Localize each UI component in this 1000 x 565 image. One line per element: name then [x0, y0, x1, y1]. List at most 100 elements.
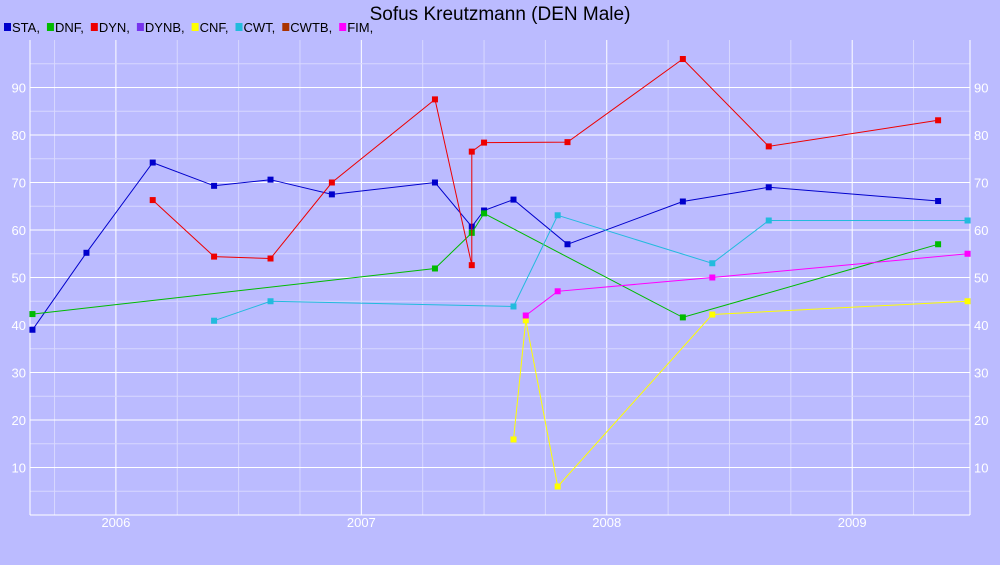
- data-point: [765, 143, 772, 150]
- y-tick-label-left: 50: [12, 271, 26, 286]
- data-point: [431, 179, 438, 186]
- x-tick-label: 2006: [101, 515, 130, 530]
- data-point: [679, 314, 686, 321]
- series-line: [32, 212, 939, 318]
- data-point: [765, 217, 772, 224]
- legend-swatch: [136, 23, 144, 31]
- series-sta: [29, 159, 942, 333]
- data-point: [554, 212, 561, 219]
- data-point: [29, 311, 36, 318]
- data-point: [935, 117, 942, 124]
- data-point: [709, 311, 716, 318]
- plot-area: 10 10 20 20 30 30 40 40 50 50 60 60 70 70 80 80 90 90 2006…: [12, 40, 989, 531]
- y-tick-label-right: 90: [974, 81, 988, 96]
- x-tick-label: 2007: [347, 515, 376, 530]
- data-point: [964, 298, 971, 305]
- y-tick-label-left: 60: [12, 223, 26, 238]
- series-cnf: [510, 298, 971, 490]
- legend-item: CNF,: [191, 20, 229, 35]
- data-point: [679, 56, 686, 62]
- legend-label: DYNB,: [145, 20, 185, 35]
- data-point: [765, 184, 772, 191]
- y-tick-label-right: 80: [974, 128, 988, 143]
- data-point: [149, 159, 156, 166]
- series-line: [152, 58, 939, 266]
- series-fim: [522, 250, 971, 319]
- y-tick-label-left: 90: [12, 81, 26, 96]
- data-point: [267, 255, 274, 262]
- tick-labels: 10 10 20 20 30 30 40 40 50 50 60 60 70 70 80 80 90 90 2006…: [12, 81, 989, 531]
- grid: [29, 40, 971, 516]
- data-point: [709, 274, 716, 281]
- legend-label: DNF,: [55, 20, 84, 35]
- data-point: [510, 303, 517, 310]
- x-tick-label: 2008: [592, 515, 621, 530]
- data-point: [211, 317, 218, 324]
- data-point: [709, 260, 716, 267]
- legend-label: STA,: [12, 20, 40, 35]
- data-point: [211, 253, 218, 260]
- legend-swatch: [282, 23, 290, 31]
- legend-swatch: [339, 23, 347, 31]
- legend-item: FIM,: [339, 20, 373, 35]
- y-tick-label-left: 20: [12, 413, 26, 428]
- data-point: [564, 139, 571, 146]
- y-tick-label-left: 40: [12, 318, 26, 333]
- data-point: [935, 241, 942, 248]
- legend-label: FIM,: [347, 20, 373, 35]
- y-tick-label-right: 40: [974, 318, 988, 333]
- y-tick-label-right: 50: [974, 271, 988, 286]
- chart-title: Sofus Kreutzmann (DEN Male): [370, 4, 631, 25]
- legend-label: CWT,: [244, 20, 276, 35]
- series-line: [513, 300, 968, 488]
- legend-item: DNF,: [46, 20, 84, 35]
- y-tick-label-left: 30: [12, 366, 26, 381]
- data-point: [679, 198, 686, 205]
- legend-swatch: [191, 23, 199, 31]
- legend-item: CWT,: [235, 20, 276, 35]
- series-line: [32, 161, 939, 331]
- data-point: [564, 241, 571, 248]
- data-point: [431, 96, 438, 103]
- legend-item: STA,: [4, 20, 40, 35]
- data-point: [29, 326, 36, 333]
- legend-swatch: [90, 23, 98, 31]
- data-point: [468, 148, 475, 155]
- data-point: [267, 176, 274, 183]
- x-tick-label: 2009: [838, 515, 867, 530]
- data-point: [522, 317, 529, 324]
- legend-swatch: [235, 23, 243, 31]
- data-point: [935, 198, 942, 205]
- legend-item: DYN,: [90, 20, 130, 35]
- legend-swatch: [46, 23, 54, 31]
- series-dyn: [149, 56, 942, 269]
- legend-label: CNF,: [200, 20, 229, 35]
- data-point: [211, 182, 218, 189]
- y-tick-label-right: 70: [974, 176, 988, 191]
- data-point: [510, 196, 517, 203]
- data-point: [554, 288, 561, 295]
- series-cwt: [211, 212, 971, 324]
- data-point: [149, 197, 156, 204]
- legend-item: CWTB,: [282, 20, 332, 35]
- data-point: [522, 312, 529, 319]
- y-tick-label-right: 30: [974, 366, 988, 381]
- legend-item: DYNB,: [136, 20, 185, 35]
- data-point: [554, 483, 561, 490]
- data-point: [83, 249, 90, 256]
- y-tick-label-right: 20: [974, 413, 988, 428]
- data-point: [964, 217, 971, 224]
- y-tick-label-left: 80: [12, 128, 26, 143]
- y-tick-label-left: 70: [12, 176, 26, 191]
- data-point: [328, 191, 335, 198]
- data-point: [267, 298, 274, 305]
- legend: STA, DNF, DYN, DYNB, CNF, CWT, CWTB, FIM,: [4, 20, 373, 35]
- legend-swatch: [4, 23, 11, 31]
- series-dnf: [29, 210, 942, 321]
- data-point: [964, 250, 971, 257]
- data-point: [431, 265, 438, 272]
- series-line: [525, 253, 968, 316]
- data-point: [468, 262, 475, 269]
- y-tick-label-right: 60: [974, 223, 988, 238]
